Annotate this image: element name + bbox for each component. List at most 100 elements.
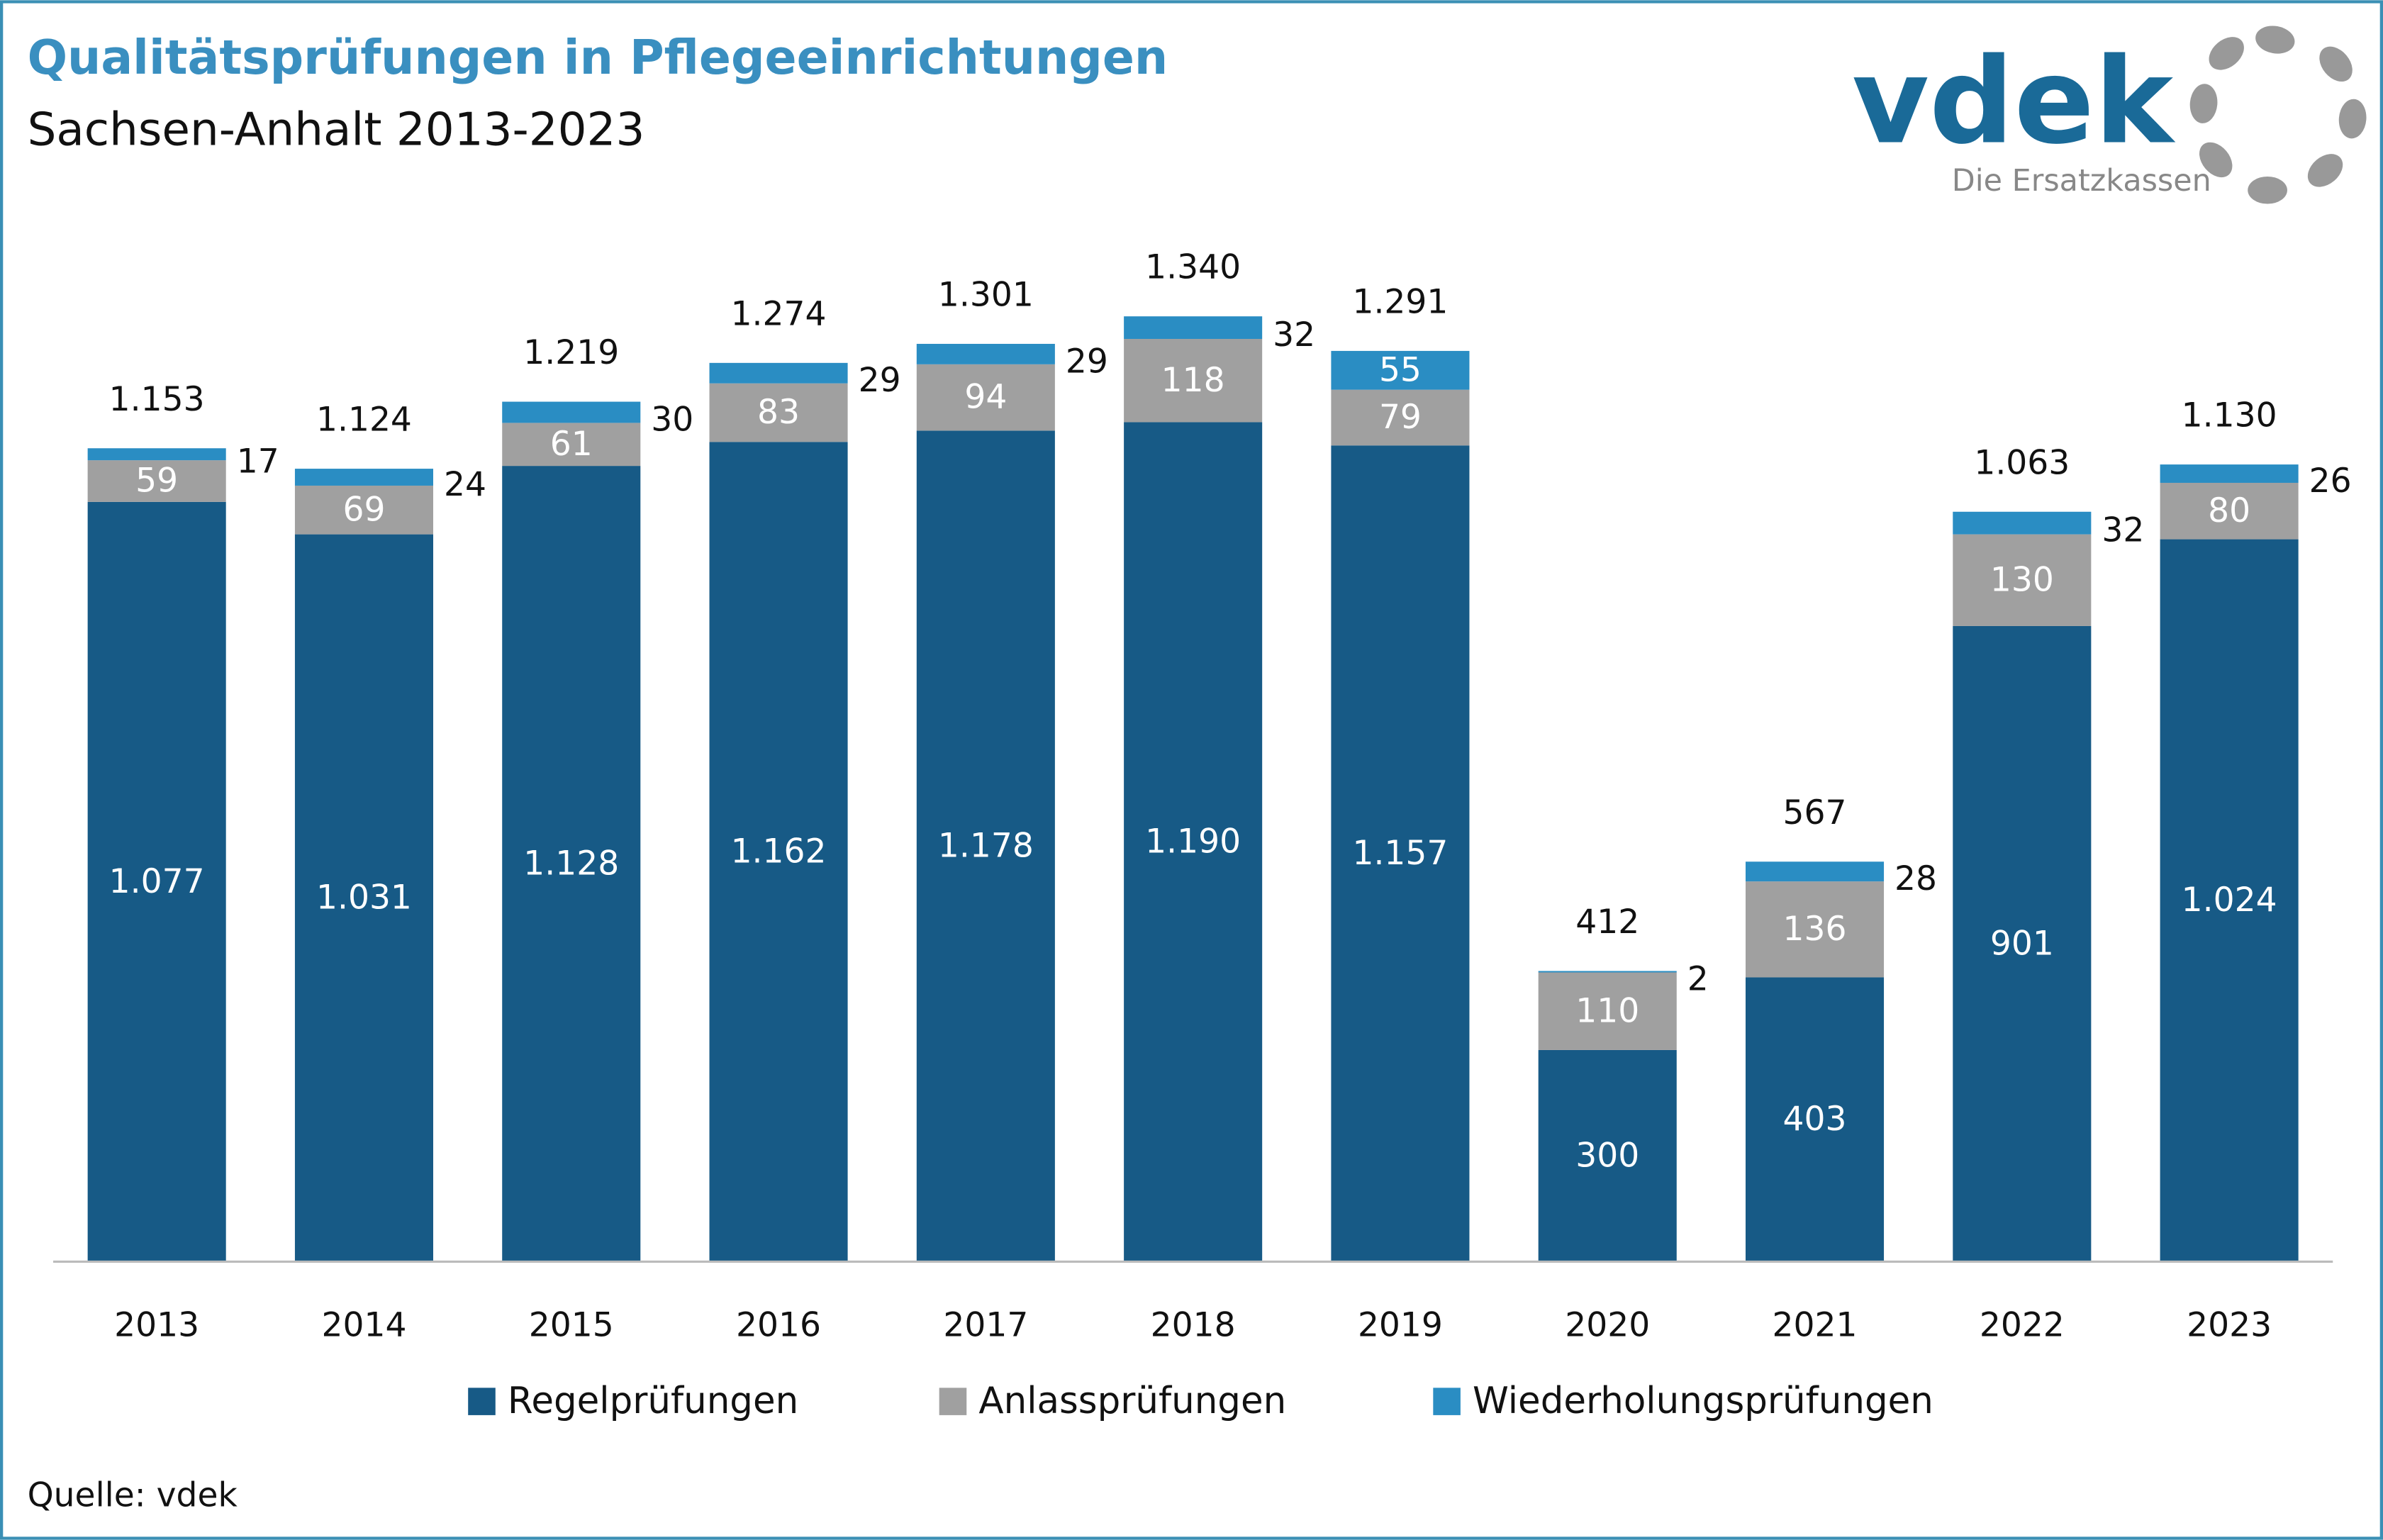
x-tick-label: 2015 xyxy=(529,1306,614,1345)
bar-segment xyxy=(87,460,226,502)
bar-segment xyxy=(1745,861,1885,882)
bar-segment xyxy=(916,343,1055,364)
legend-swatch xyxy=(939,1388,967,1415)
data-label: 110 xyxy=(1575,991,1639,1030)
data-label: 59 xyxy=(135,462,178,501)
total-label: 1.219 xyxy=(523,333,619,372)
x-tick-label: 2017 xyxy=(943,1306,1028,1345)
x-tick-label: 2013 xyxy=(114,1306,199,1345)
x-tick-label: 2018 xyxy=(1151,1306,1236,1345)
bar-segment xyxy=(1745,977,1885,1262)
data-label: 29 xyxy=(859,361,901,400)
data-label: 80 xyxy=(2208,491,2250,530)
bar-segment xyxy=(1331,389,1470,446)
bar-segment xyxy=(1124,339,1263,423)
chart-subtitle: Sachsen-Anhalt 2013-2023 xyxy=(28,103,645,156)
bar-segment xyxy=(1953,534,2092,626)
total-label: 567 xyxy=(1783,793,1847,832)
bar-segment xyxy=(1953,625,2092,1262)
data-label: 2 xyxy=(1687,959,1709,998)
legend-label: Anlassprüfungen xyxy=(978,1380,1286,1422)
total-label: 1.291 xyxy=(1352,282,1448,321)
bar-segment xyxy=(1124,422,1263,1262)
data-label: 901 xyxy=(1990,924,2054,963)
bar-segment xyxy=(709,383,848,442)
bar-segment xyxy=(87,501,226,1262)
data-label: 24 xyxy=(444,465,486,504)
bar-segment xyxy=(2160,539,2299,1262)
chart-title: Qualitätsprüfungen in Pflegeeinrichtunge… xyxy=(28,30,1168,85)
data-label: 55 xyxy=(1379,350,1422,389)
legend-label: Regelprüfungen xyxy=(508,1380,798,1422)
data-label: 403 xyxy=(1783,1100,1847,1139)
data-label: 1.128 xyxy=(523,844,619,883)
data-label: 1.024 xyxy=(2182,881,2277,920)
data-label: 32 xyxy=(2102,511,2144,550)
logo-ring xyxy=(2189,26,2367,204)
x-tick-label: 2016 xyxy=(736,1306,821,1345)
legend-label: Wiederholungsprüfungen xyxy=(1473,1380,1933,1422)
bar-segment xyxy=(2160,464,2299,483)
bar-segment xyxy=(294,469,433,486)
x-tick-label: 2023 xyxy=(2187,1306,2272,1345)
logo-name: vdek xyxy=(1852,33,2176,171)
bar-segment xyxy=(1538,972,1677,1050)
bar-segment xyxy=(916,364,1055,431)
data-label: 17 xyxy=(237,442,279,481)
bar-segment xyxy=(87,448,226,461)
bar-segment xyxy=(2160,482,2299,540)
data-label: 28 xyxy=(1894,859,1937,898)
data-label: 61 xyxy=(550,425,593,464)
bar-segment xyxy=(916,430,1055,1262)
data-label: 118 xyxy=(1161,361,1225,400)
source: Quelle: vdek xyxy=(28,1476,238,1515)
bar-segment xyxy=(502,466,641,1262)
data-label: 94 xyxy=(964,378,1007,417)
data-label: 1.077 xyxy=(109,862,205,901)
bar-segment xyxy=(502,401,641,423)
logo-tagline: Die Ersatzkassen xyxy=(1952,163,2211,199)
x-tick-label: 2021 xyxy=(1773,1306,1858,1345)
data-label: 32 xyxy=(1273,316,1315,355)
total-label: 1.153 xyxy=(109,380,205,419)
data-label: 300 xyxy=(1575,1136,1639,1175)
x-tick-label: 2020 xyxy=(1565,1306,1650,1345)
data-label: 69 xyxy=(342,490,385,529)
bar-segment xyxy=(1745,881,1885,978)
bar-segment xyxy=(709,362,848,384)
data-label: 83 xyxy=(757,393,800,432)
bar-segment xyxy=(294,485,433,535)
bar-segment xyxy=(1331,350,1470,390)
data-label: 1.162 xyxy=(731,832,827,871)
data-label: 1.190 xyxy=(1145,822,1241,861)
bar-segment xyxy=(502,423,641,467)
total-label: 1.340 xyxy=(1145,248,1241,287)
data-label: 26 xyxy=(2309,462,2352,501)
total-label: 1.063 xyxy=(1974,443,2070,482)
bar-segment xyxy=(709,442,848,1262)
data-label: 1.178 xyxy=(938,827,1034,866)
data-label: 136 xyxy=(1783,910,1847,949)
x-tick-label: 2014 xyxy=(321,1306,406,1345)
bar-segment xyxy=(1331,445,1470,1262)
x-tick-label: 2022 xyxy=(1980,1306,2065,1345)
data-label: 130 xyxy=(1990,560,2054,599)
bar-segment xyxy=(294,534,433,1262)
total-label: 412 xyxy=(1575,903,1639,942)
bar-segment xyxy=(1124,316,1263,340)
legend-swatch xyxy=(468,1388,496,1415)
total-label: 1.274 xyxy=(731,294,827,333)
bar-segment xyxy=(1538,971,1677,973)
data-label: 1.031 xyxy=(316,878,412,917)
total-label: 1.124 xyxy=(316,401,412,440)
data-label: 29 xyxy=(1066,342,1108,381)
data-label: 1.157 xyxy=(1352,834,1448,873)
data-label: 79 xyxy=(1379,398,1422,437)
x-tick-label: 2019 xyxy=(1358,1306,1443,1345)
legend-swatch xyxy=(1433,1388,1461,1415)
data-label: 30 xyxy=(651,400,693,439)
bar-segment xyxy=(1953,511,2092,535)
total-label: 1.130 xyxy=(2182,396,2277,435)
